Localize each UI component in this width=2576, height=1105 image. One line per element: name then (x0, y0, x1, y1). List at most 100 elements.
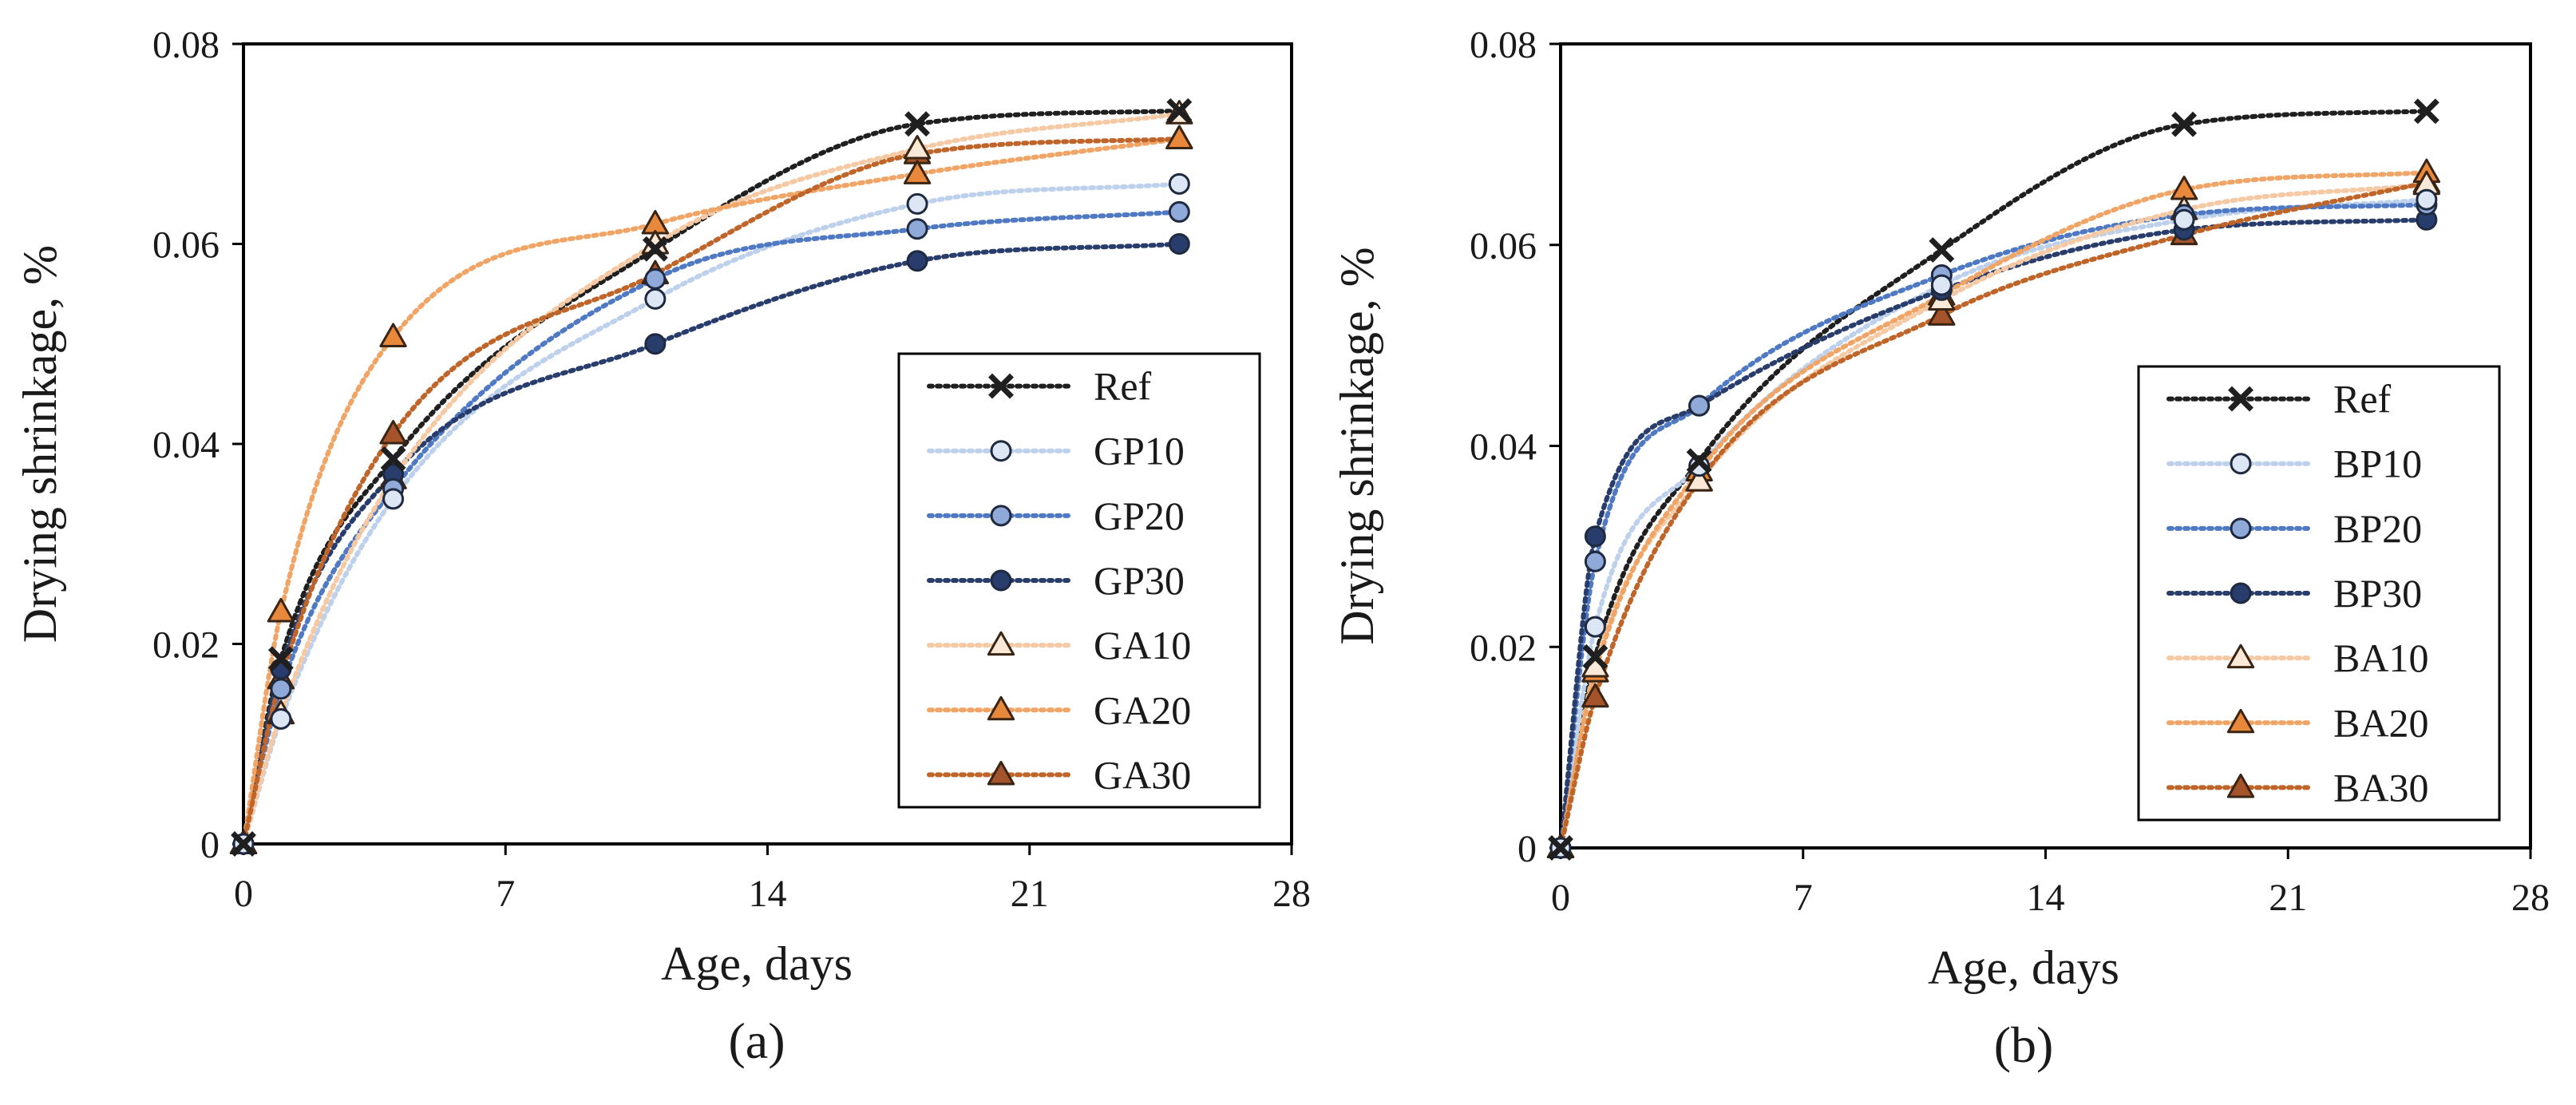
x-tick-label: 21 (1011, 873, 1049, 915)
legend-marker-ga30 (987, 760, 1015, 786)
legend-marker-gp20 (990, 505, 1012, 527)
point-gp20 (644, 267, 667, 290)
y-tick-label: 0 (200, 824, 220, 866)
legend-marker-ref (988, 373, 1014, 399)
point-ref (904, 111, 931, 137)
point-ba30 (1581, 683, 1609, 708)
point-ref (2413, 98, 2439, 125)
x-tick-label: 0 (234, 873, 253, 915)
point-ref (1548, 835, 1573, 861)
point-bp10 (1584, 616, 1606, 638)
point-ref (380, 446, 406, 472)
point-ba30 (1928, 301, 1956, 326)
point-bp10 (2173, 208, 2195, 231)
legend-marker-bp10 (2230, 453, 2252, 475)
y-tick-label: 0.08 (152, 24, 220, 66)
panel-label: (b) (1994, 1016, 2054, 1073)
x-tick-label: 7 (496, 873, 515, 915)
legend-marker-ga10 (987, 631, 1015, 656)
point-gp10 (1168, 172, 1190, 195)
point-ga20 (379, 323, 407, 348)
legend-label-ga10: GA10 (1094, 623, 1191, 667)
point-ga10 (903, 135, 932, 160)
point-gp30 (906, 250, 928, 272)
point-gp20 (1168, 200, 1190, 223)
y-tick-label: 0.06 (152, 224, 220, 267)
point-ba10 (1685, 467, 1713, 492)
x-tick-label: 28 (2511, 877, 2550, 919)
x-tick-label: 0 (1551, 877, 1570, 919)
legend-marker-gp10 (990, 440, 1012, 462)
y-tick-label: 0.08 (1470, 24, 1537, 66)
legend-label-ref: Ref (1094, 364, 1152, 409)
y-axis-label: Drying shrinkage, % (1331, 247, 1383, 644)
y-tick-label: 0.02 (1470, 627, 1537, 669)
legend-marker-ga20 (987, 695, 1015, 721)
x-tick-label: 14 (2027, 877, 2065, 919)
legend-marker-ba30 (2226, 773, 2255, 798)
point-gp10 (382, 488, 405, 510)
legend-label-gp10: GP10 (1094, 429, 1185, 473)
point-bp10 (1688, 455, 1711, 477)
y-tick-label: 0.04 (152, 424, 220, 466)
legend-label-gp20: GP20 (1094, 493, 1185, 538)
point-gp20 (270, 678, 292, 700)
legend-label-ba10: BA10 (2333, 636, 2428, 680)
y-tick-label: 0.06 (1470, 225, 1537, 267)
point-ref (642, 236, 668, 262)
legend-label-ref: Ref (2333, 377, 2392, 422)
point-ref (1686, 448, 1712, 474)
legend: Ref BP10 BP20 BP30 BA10 BA20 BA30 (2137, 365, 2501, 822)
x-tick-label: 7 (1794, 877, 1813, 919)
point-ref (1929, 237, 1955, 263)
y-axis-label: Drying shrinkage, % (14, 245, 66, 643)
point-bp10 (1930, 274, 1953, 296)
legend-label-bp30: BP30 (2333, 571, 2422, 616)
legend-marker-ba20 (2226, 708, 2255, 734)
y-tick-label: 0.04 (1470, 426, 1537, 469)
point-bp20 (1688, 394, 1711, 417)
point-bp30 (1584, 525, 1606, 548)
x-tick-label: 28 (1272, 873, 1311, 915)
point-gp10 (270, 707, 292, 730)
point-ga20 (903, 160, 932, 184)
legend-label-gp30: GP30 (1094, 558, 1185, 603)
x-tick-label: 21 (2269, 877, 2307, 919)
legend-marker-bp30 (2230, 582, 2252, 604)
point-ref (1166, 97, 1193, 124)
legend-label-ga30: GA30 (1094, 752, 1191, 797)
legend-label-bp20: BP20 (2333, 506, 2422, 551)
point-ref (1582, 644, 1609, 670)
series-line-ga20 (241, 137, 1182, 846)
chart-b: 0 7 14 21 28 0 0.02 0.04 0.06 0.08 Age, days Drying… (1331, 24, 2550, 1073)
point-ga30 (379, 419, 407, 445)
series-markers (1546, 98, 2441, 861)
chart-a: 0 7 14 21 28 0 0.02 0.04 0.06 0.08 Age, days Drying… (14, 24, 1311, 1069)
point-ga20 (267, 597, 295, 623)
x-axis-label: Age, days (661, 937, 853, 990)
legend-label-bp10: BP10 (2333, 442, 2422, 486)
point-gp10 (644, 287, 667, 310)
legend-marker-gp30 (990, 569, 1012, 592)
x-tick-label: 14 (749, 873, 787, 915)
series-markers (229, 97, 1193, 857)
point-ref (2171, 111, 2198, 137)
y-tick-label: 0 (1518, 828, 1537, 870)
panel-label: (a) (728, 1012, 785, 1069)
point-ref (267, 646, 294, 672)
x-axis-label: Age, days (1928, 941, 2119, 994)
legend-label-ba20: BA20 (2333, 700, 2428, 745)
legend-label-ga20: GA20 (1094, 687, 1191, 732)
y-tick-label: 0.02 (152, 624, 220, 667)
point-bp10 (2416, 188, 2438, 211)
point-gp30 (1168, 233, 1190, 255)
legend-marker-ref (2228, 386, 2254, 412)
legend-marker-bp20 (2230, 517, 2252, 540)
legend: Ref GP10 GP20 GP30 GA10 GA20 GA30 (897, 352, 1261, 809)
point-bp20 (1584, 550, 1606, 572)
point-ga20 (1165, 125, 1193, 150)
point-gp20 (906, 218, 928, 240)
point-gp30 (644, 333, 667, 355)
series-line-bp20 (1558, 202, 2429, 850)
